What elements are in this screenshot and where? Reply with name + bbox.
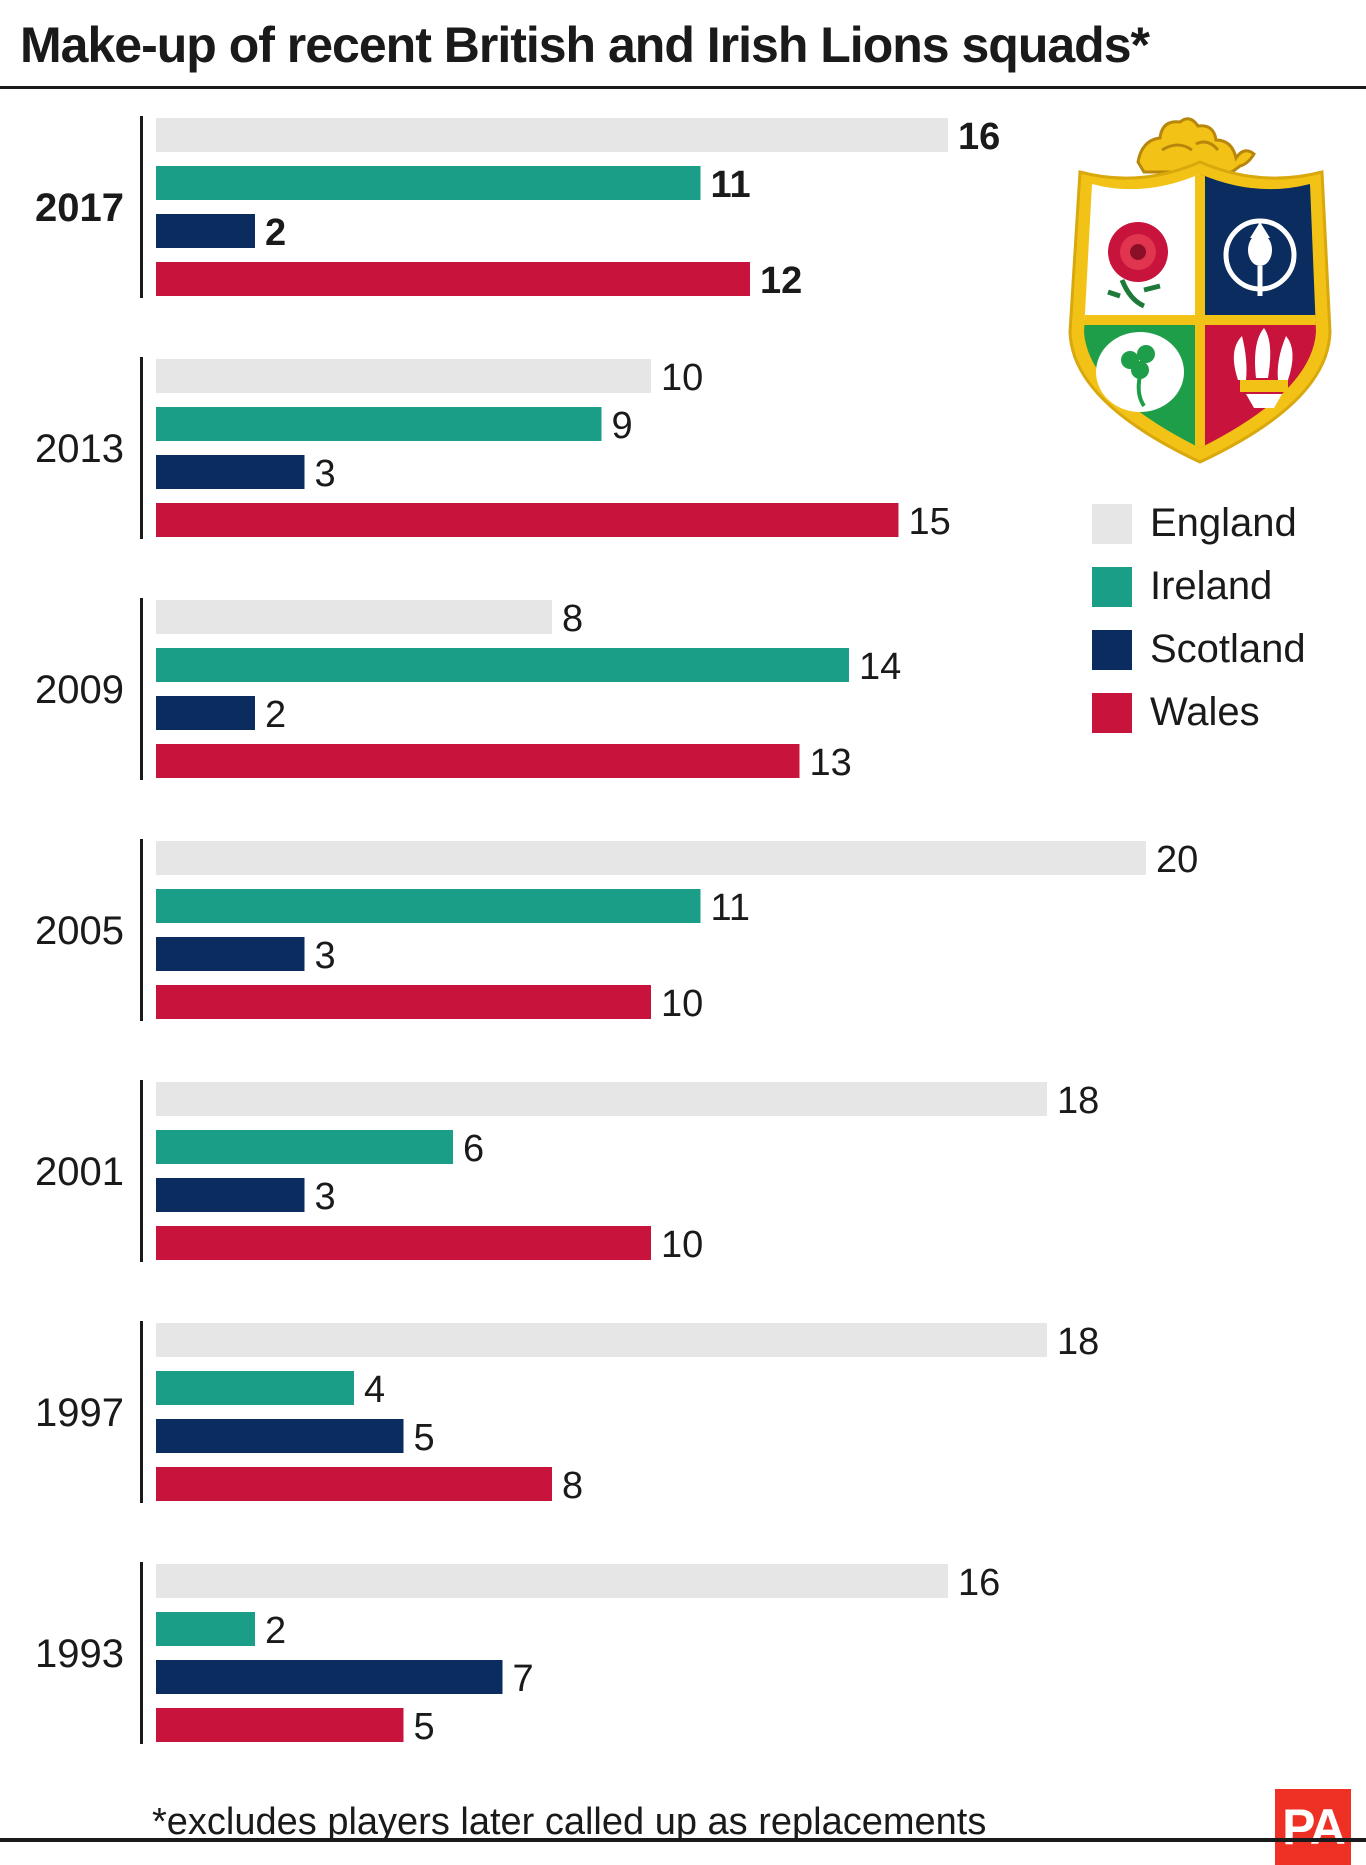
data-label-scotland-1993: 7	[513, 1658, 534, 1700]
data-label-ireland-2017: 11	[711, 164, 751, 206]
chart-title: Make-up of recent British and Irish Lion…	[20, 17, 1150, 73]
category-label-2009: 2009	[35, 668, 124, 712]
category-label-1993: 1993	[35, 1632, 124, 1676]
group-axis-line-2001	[140, 1080, 143, 1262]
pa-logo: PA	[1275, 1789, 1351, 1865]
data-label-ireland-2013: 9	[612, 405, 633, 447]
bar-ireland-2013	[156, 407, 602, 441]
data-label-wales-2001: 10	[661, 1224, 703, 1266]
group-axis-line-2013	[140, 357, 143, 539]
data-label-scotland-1997: 5	[414, 1417, 435, 1459]
bar-scotland-1997	[156, 1419, 404, 1453]
legend-label-scotland: Scotland	[1150, 627, 1306, 671]
legend-item-wales: Wales	[1092, 689, 1352, 734]
bar-ireland-1993	[156, 1612, 255, 1646]
bar-wales-2009	[156, 744, 800, 778]
bar-ireland-2005	[156, 889, 701, 923]
data-label-ireland-2009: 14	[859, 646, 901, 688]
data-label-wales-2005: 10	[661, 983, 703, 1025]
feathers-icon	[1233, 328, 1293, 408]
bar-england-1997	[156, 1323, 1047, 1357]
lion-crown-icon	[1136, 117, 1256, 174]
category-label-2017: 2017	[35, 186, 124, 230]
category-label-1997: 1997	[35, 1391, 124, 1435]
bar-england-2009	[156, 600, 552, 634]
legend-swatch-ireland	[1092, 567, 1132, 607]
bar-ireland-2009	[156, 648, 849, 682]
group-axis-line-2009	[140, 598, 143, 780]
data-label-england-2005: 20	[1156, 839, 1198, 881]
bar-wales-2017	[156, 262, 750, 296]
bar-scotland-2013	[156, 455, 305, 489]
legend-swatch-wales	[1092, 693, 1132, 733]
group-axis-line-2017	[140, 116, 143, 298]
data-label-england-2001: 18	[1057, 1080, 1099, 1122]
title-divider	[0, 86, 1366, 89]
shamrock-icon	[1096, 332, 1184, 412]
legend-item-ireland: Ireland	[1092, 563, 1352, 608]
data-label-scotland-2017: 2	[265, 212, 286, 254]
data-label-wales-1997: 8	[562, 1465, 583, 1507]
bar-scotland-2001	[156, 1178, 305, 1212]
data-label-ireland-2005: 11	[711, 887, 750, 929]
data-label-england-2013: 10	[661, 357, 703, 399]
data-label-england-2017: 16	[958, 116, 1000, 158]
bar-wales-1997	[156, 1467, 552, 1501]
bar-scotland-2005	[156, 937, 305, 971]
data-label-ireland-1993: 2	[265, 1610, 286, 1652]
data-label-ireland-2001: 6	[463, 1128, 484, 1170]
category-label-2013: 2013	[35, 427, 124, 471]
legend-swatch-scotland	[1092, 630, 1132, 670]
bar-scotland-2009	[156, 696, 255, 730]
data-label-wales-2017: 12	[760, 260, 802, 302]
bottom-divider	[0, 1838, 1366, 1842]
bar-england-2001	[156, 1082, 1047, 1116]
category-label-2001: 2001	[35, 1150, 124, 1194]
bar-england-1993	[156, 1564, 948, 1598]
data-label-wales-1993: 5	[414, 1706, 435, 1748]
data-label-scotland-2005: 3	[315, 935, 336, 977]
bar-england-2005	[156, 841, 1146, 875]
group-axis-line-1997	[140, 1321, 143, 1503]
legend-swatch-england	[1092, 504, 1132, 544]
lions-crest-icon	[1060, 110, 1340, 475]
legend-item-england: England	[1092, 500, 1352, 545]
data-label-scotland-2009: 2	[265, 694, 286, 736]
bar-wales-2005	[156, 985, 651, 1019]
legend-label-ireland: Ireland	[1150, 564, 1273, 608]
rose-icon	[1107, 222, 1168, 309]
category-label-2005: 2005	[35, 909, 124, 953]
legend-label-england: England	[1150, 501, 1297, 545]
bar-wales-1993	[156, 1708, 404, 1742]
bar-wales-2013	[156, 503, 899, 537]
legend-label-wales: Wales	[1150, 690, 1260, 734]
bar-scotland-2017	[156, 214, 255, 248]
bar-england-2013	[156, 359, 651, 393]
data-label-england-1993: 16	[958, 1562, 1000, 1604]
group-axis-line-2005	[140, 839, 143, 1021]
bar-ireland-2001	[156, 1130, 453, 1164]
legend-item-scotland: Scotland	[1092, 626, 1352, 671]
bar-ireland-2017	[156, 166, 701, 200]
data-label-england-1997: 18	[1057, 1321, 1099, 1363]
bar-wales-2001	[156, 1226, 651, 1260]
data-label-scotland-2013: 3	[315, 453, 336, 495]
bar-scotland-1993	[156, 1660, 503, 1694]
data-label-scotland-2001: 3	[315, 1176, 336, 1218]
group-axis-line-1993	[140, 1562, 143, 1744]
footnote: *excludes players later called up as rep…	[152, 1801, 987, 1843]
bar-ireland-1997	[156, 1371, 354, 1405]
data-label-wales-2009: 13	[810, 742, 852, 784]
data-label-wales-2013: 15	[909, 501, 951, 543]
thistle-icon	[1223, 218, 1297, 296]
data-label-england-2009: 8	[562, 598, 583, 640]
bar-england-2017	[156, 118, 948, 152]
data-label-ireland-1997: 4	[364, 1369, 385, 1411]
